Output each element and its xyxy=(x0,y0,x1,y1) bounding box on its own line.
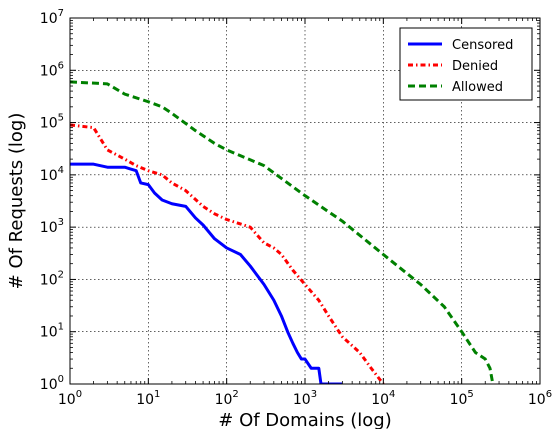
ticks xyxy=(69,17,541,385)
series-line-censored xyxy=(70,162,343,384)
x-tick-exponent: 4 xyxy=(389,389,395,400)
y-tick-label: 105 xyxy=(40,113,64,132)
tick-labels: 100 101 102 103 104 105 1061001011021031041051… xyxy=(40,8,552,408)
x-tick-label: 102 xyxy=(215,389,239,408)
x-tick-exponent: 5 xyxy=(467,389,473,400)
y-tick-label: 103 xyxy=(40,217,64,236)
y-tick-label: 101 xyxy=(40,322,64,341)
y-tick-exponent: 6 xyxy=(58,60,64,71)
x-tick-base: 10 xyxy=(215,392,233,408)
x-tick-exponent: 6 xyxy=(546,389,552,400)
y-tick-label: 104 xyxy=(40,165,64,184)
y-axis-label: # Of Requests (log) xyxy=(6,113,27,290)
legend-label-allowed: Allowed xyxy=(452,80,503,95)
series-line-allowed xyxy=(70,80,495,384)
x-tick-exponent: 3 xyxy=(311,389,317,400)
legend: Censored Denied Allowed xyxy=(399,27,533,101)
y-tick-base: 10 xyxy=(40,63,58,79)
y-tick-base: 10 xyxy=(40,220,58,236)
y-tick-base: 10 xyxy=(40,272,58,288)
y-tick-exponent: 0 xyxy=(58,374,64,385)
x-tick-base: 10 xyxy=(58,392,76,408)
x-tick-label: 105 xyxy=(450,389,474,408)
y-tick-base: 10 xyxy=(40,168,58,184)
y-tick-label: 106 xyxy=(40,60,64,79)
y-tick-exponent: 4 xyxy=(58,165,64,176)
y-tick-exponent: 5 xyxy=(58,113,64,124)
y-tick-exponent: 2 xyxy=(58,269,64,280)
series-layer xyxy=(70,80,495,384)
x-tick-base: 10 xyxy=(293,392,311,408)
x-tick-base: 10 xyxy=(528,392,546,408)
x-tick-exponent: 2 xyxy=(232,389,238,400)
y-tick-exponent: 1 xyxy=(58,322,64,333)
x-tick-label: 103 xyxy=(293,389,317,408)
x-tick-exponent: 1 xyxy=(154,389,160,400)
y-tick-label: 102 xyxy=(40,269,64,288)
y-tick-label: 100 xyxy=(40,374,64,393)
x-tick-label: 100 xyxy=(58,389,82,408)
legend-label-denied: Denied xyxy=(452,59,498,74)
y-tick-base: 10 xyxy=(40,325,58,341)
x-tick-base: 10 xyxy=(450,392,468,408)
x-tick-base: 10 xyxy=(136,392,154,408)
x-tick-label: 101 xyxy=(136,389,160,408)
x-tick-label: 104 xyxy=(371,389,395,408)
y-tick-base: 10 xyxy=(40,377,58,393)
x-axis-label: # Of Domains (log) xyxy=(218,410,391,429)
y-tick-base: 10 xyxy=(40,11,58,27)
legend-box xyxy=(399,27,533,101)
legend-label-censored: Censored xyxy=(452,38,513,53)
x-tick-exponent: 0 xyxy=(76,389,82,400)
x-tick-base: 10 xyxy=(371,392,389,408)
y-tick-label: 107 xyxy=(40,8,64,27)
y-tick-base: 10 xyxy=(40,116,58,132)
y-tick-exponent: 3 xyxy=(58,217,64,228)
y-tick-exponent: 7 xyxy=(58,8,64,19)
series-line-denied xyxy=(70,123,385,384)
x-tick-label: 106 xyxy=(528,389,552,408)
